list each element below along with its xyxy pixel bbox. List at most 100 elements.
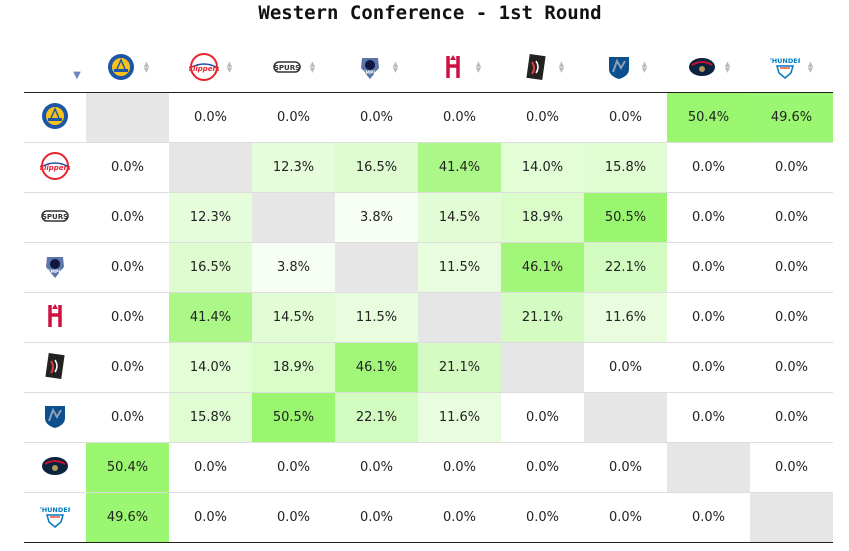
column-header-sas[interactable]: SPURS ▲ ▼ bbox=[252, 42, 335, 93]
sort-toggle-icon[interactable]: ▲ ▼ bbox=[641, 60, 648, 74]
column-header-gsw[interactable]: ▲ ▼ bbox=[86, 42, 169, 93]
probability-cell: 0.0% bbox=[667, 292, 750, 343]
diagonal-cell bbox=[584, 392, 667, 443]
probability-cell: 0.0% bbox=[501, 92, 584, 143]
probability-cell: 14.5% bbox=[252, 292, 335, 343]
probability-cell: 16.5% bbox=[335, 142, 418, 193]
table-row: 0.0% 0.0% 0.0% 0.0% 0.0% 0.0% 50.4% 49.6% bbox=[24, 92, 833, 143]
svg-text:MEMPHIS: MEMPHIS bbox=[43, 269, 67, 275]
svg-text:SPURS: SPURS bbox=[274, 64, 300, 72]
row-header-lac: Clippers bbox=[24, 142, 86, 193]
row-header-okc: THUNDER bbox=[24, 492, 86, 543]
probability-cell: 0.0% bbox=[584, 92, 667, 143]
probability-cell: 22.1% bbox=[584, 242, 667, 293]
probability-cell: 0.0% bbox=[86, 142, 169, 193]
probability-matrix: ▼ ▲▼Clippers▲▼SPURS▲▼MEMPHIS▲▼▲▼▲▼▲▼▲▼TH… bbox=[24, 42, 833, 543]
diagonal-cell bbox=[501, 342, 584, 393]
probability-cell: 46.1% bbox=[335, 342, 418, 393]
probability-cell: 0.0% bbox=[750, 392, 833, 443]
grizzlies-logo-icon: MEMPHIS bbox=[355, 52, 385, 82]
sort-toggle-icon[interactable]: ▲ ▼ bbox=[392, 60, 399, 74]
probability-cell: 0.0% bbox=[335, 92, 418, 143]
probability-cell: 0.0% bbox=[750, 292, 833, 343]
mavericks-logo-icon bbox=[604, 52, 634, 82]
column-header-hou[interactable]: ▲ ▼ bbox=[418, 42, 501, 93]
probability-cell: 50.4% bbox=[86, 442, 169, 493]
sort-toggle-icon[interactable]: ▲ ▼ bbox=[807, 60, 814, 74]
svg-text:THUNDER: THUNDER bbox=[770, 57, 800, 65]
table-row: 0.0% 15.8% 50.5% 22.1% 11.6% 0.0% 0.0% 0.0% bbox=[24, 392, 833, 443]
diagonal-cell bbox=[252, 192, 335, 243]
probability-cell: 0.0% bbox=[584, 442, 667, 493]
probability-cell: 0.0% bbox=[86, 392, 169, 443]
mavericks-logo-icon bbox=[40, 401, 70, 431]
probability-cell: 0.0% bbox=[750, 442, 833, 493]
diagonal-cell bbox=[169, 142, 252, 193]
column-header-nop[interactable]: ▲ ▼ bbox=[667, 42, 750, 93]
probability-cell: 46.1% bbox=[501, 242, 584, 293]
probability-cell: 0.0% bbox=[86, 292, 169, 343]
probability-cell: 0.0% bbox=[584, 492, 667, 543]
probability-cell: 22.1% bbox=[335, 392, 418, 443]
column-header-por[interactable]: ▲ ▼ bbox=[501, 42, 584, 93]
probability-cell: 0.0% bbox=[418, 92, 501, 143]
sort-toggle-icon[interactable]: ▲ ▼ bbox=[475, 60, 482, 74]
probability-cell: 0.0% bbox=[750, 242, 833, 293]
probability-cell: 0.0% bbox=[86, 192, 169, 243]
diagonal-cell bbox=[418, 292, 501, 343]
sort-toggle-icon[interactable]: ▲ ▼ bbox=[724, 60, 731, 74]
sort-toggle-icon[interactable]: ▲ ▼ bbox=[226, 60, 233, 74]
probability-cell: 0.0% bbox=[86, 242, 169, 293]
table-row: THUNDER49.6%0.0%0.0%0.0%0.0%0.0%0.0%0.0% bbox=[24, 492, 833, 543]
row-header-por bbox=[24, 342, 86, 393]
probability-cell: 11.6% bbox=[584, 292, 667, 343]
probability-cell: 49.6% bbox=[750, 92, 833, 143]
svg-text:MEMPHIS: MEMPHIS bbox=[358, 70, 382, 76]
svg-text:Clippers: Clippers bbox=[189, 65, 219, 73]
sort-toggle-icon[interactable]: ▲ ▼ bbox=[558, 60, 565, 74]
probability-cell: 14.5% bbox=[418, 192, 501, 243]
probability-cell: 0.0% bbox=[169, 492, 252, 543]
probability-cell: 0.0% bbox=[86, 342, 169, 393]
probability-cell: 0.0% bbox=[750, 192, 833, 243]
probability-cell: 50.5% bbox=[584, 192, 667, 243]
probability-cell: 41.4% bbox=[418, 142, 501, 193]
probability-cell: 0.0% bbox=[169, 442, 252, 493]
probability-cell: 11.5% bbox=[335, 292, 418, 343]
probability-cell: 15.8% bbox=[169, 392, 252, 443]
thunder-logo-icon: THUNDER bbox=[40, 501, 70, 531]
probability-cell: 0.0% bbox=[252, 442, 335, 493]
sort-desc-icon[interactable]: ▼ bbox=[73, 69, 81, 81]
probability-cell: 49.6% bbox=[86, 492, 169, 543]
table-row: 50.4% 0.0% 0.0% 0.0% 0.0% 0.0% 0.0% 0.0% bbox=[24, 442, 833, 493]
pelicans-logo-icon bbox=[687, 52, 717, 82]
column-header-dal[interactable]: ▲ ▼ bbox=[584, 42, 667, 93]
probability-cell: 0.0% bbox=[667, 242, 750, 293]
header-row: ▼ ▲▼Clippers▲▼SPURS▲▼MEMPHIS▲▼▲▼▲▼▲▼▲▼TH… bbox=[24, 42, 833, 93]
row-header-sas: SPURS bbox=[24, 192, 86, 243]
sort-toggle-icon[interactable]: ▲ ▼ bbox=[309, 60, 316, 74]
grizzlies-logo-icon: MEMPHIS bbox=[40, 251, 70, 281]
probability-cell: 0.0% bbox=[418, 492, 501, 543]
probability-cell: 0.0% bbox=[667, 142, 750, 193]
clippers-logo-icon: Clippers bbox=[189, 52, 219, 82]
probability-cell: 16.5% bbox=[169, 242, 252, 293]
svg-text:SPURS: SPURS bbox=[42, 213, 68, 221]
probability-cell: 0.0% bbox=[750, 342, 833, 393]
probability-cell: 12.3% bbox=[252, 142, 335, 193]
column-header-mem[interactable]: MEMPHIS ▲ ▼ bbox=[335, 42, 418, 93]
probability-cell: 11.5% bbox=[418, 242, 501, 293]
column-header-lac[interactable]: Clippers ▲ ▼ bbox=[169, 42, 252, 93]
probability-cell: 0.0% bbox=[335, 492, 418, 543]
probability-cell: 0.0% bbox=[252, 492, 335, 543]
probability-cell: 3.8% bbox=[335, 192, 418, 243]
sort-toggle-icon[interactable]: ▲ ▼ bbox=[143, 60, 150, 74]
probability-cell: 0.0% bbox=[501, 392, 584, 443]
corner-cell[interactable]: ▼ bbox=[24, 42, 86, 93]
page-title: Western Conference - 1st Round bbox=[258, 2, 602, 24]
column-header-okc[interactable]: THUNDER ▲▼ bbox=[750, 42, 833, 93]
clippers-logo-icon: Clippers bbox=[40, 151, 70, 181]
probability-cell: 0.0% bbox=[335, 442, 418, 493]
probability-cell: 14.0% bbox=[169, 342, 252, 393]
svg-text:THUNDER: THUNDER bbox=[40, 506, 70, 514]
